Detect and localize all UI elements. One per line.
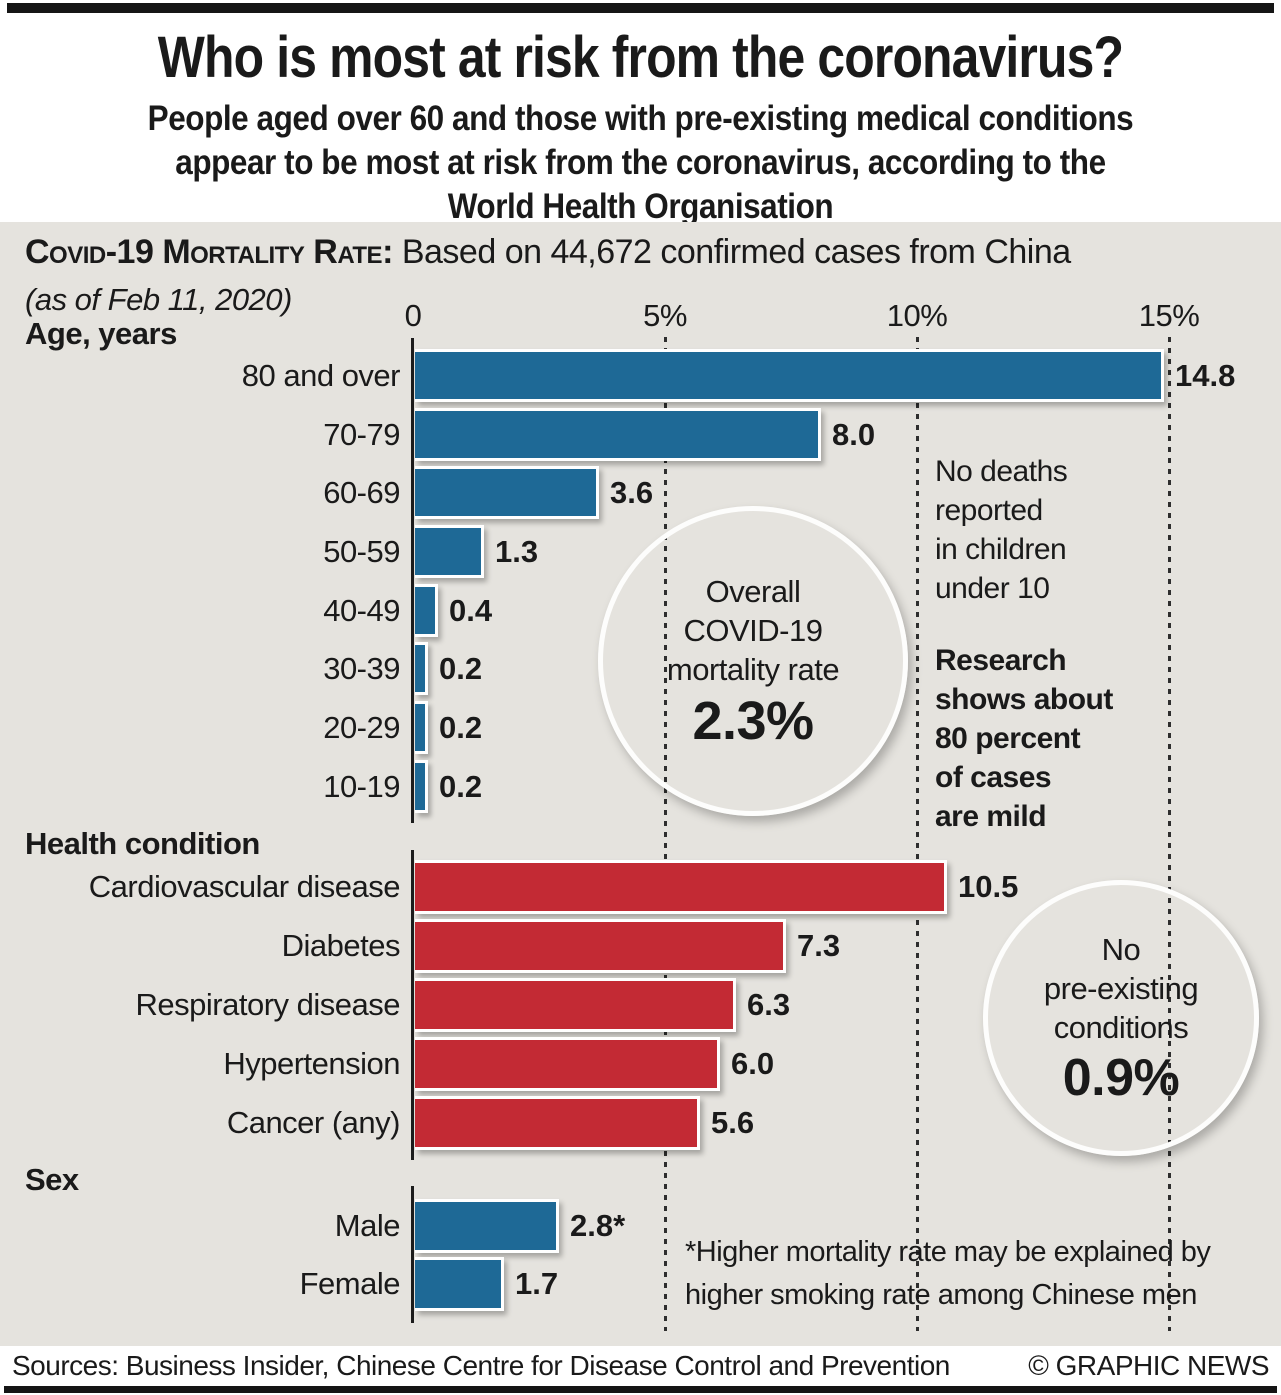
chart-heading-rest: Based on 44,672 confirmed cases from Chi…: [392, 233, 1071, 271]
axis-tick-label: 15%: [1138, 298, 1200, 333]
bar-70-79: [415, 408, 821, 461]
bar-20-29: [415, 701, 428, 754]
axis-tick-label: 10%: [886, 298, 948, 333]
bar-10-19: [415, 760, 428, 813]
category-label-cardiovascular-disease: Cardiovascular disease: [88, 869, 401, 904]
smoking-footnote-line: *Higher mortality rate may be explained …: [685, 1236, 1211, 1268]
as-of-date: (as of Feb 11, 2020): [25, 282, 292, 317]
category-label-female: Female: [299, 1266, 401, 1301]
category-label-10-19: 10-19: [323, 768, 400, 804]
bar-80-and-over: [415, 349, 1164, 402]
gridline-dashed: [1168, 337, 1171, 1331]
page-subtitle-line: World Health Organisation: [447, 187, 834, 226]
no-conditions-text-line: conditions: [1053, 1009, 1189, 1045]
mild-cases-note-line: 80 percent: [935, 722, 1081, 755]
smoking-footnote-line: higher smoking rate among Chinese men: [685, 1279, 1197, 1311]
bar-female: [415, 1257, 504, 1311]
group-head-age: Age, years: [25, 316, 177, 351]
value-label-50-59: 1.3: [495, 533, 539, 569]
category-label-80-and-over: 80 and over: [241, 357, 401, 393]
category-label-cancer-any: Cancer (any): [226, 1105, 401, 1140]
value-label-40-49: 0.4: [449, 592, 493, 628]
no-conditions-circle: No pre-existing conditions 0.9%: [983, 880, 1259, 1156]
category-label-hypertension: Hypertension: [223, 1046, 400, 1081]
category-label-male: Male: [334, 1208, 401, 1243]
bar-60-69: [415, 466, 599, 519]
no-conditions-text-line: No: [1101, 931, 1141, 967]
top-rule: [7, 3, 1274, 13]
axis-line: [411, 850, 414, 1160]
children-note-line: No deaths: [935, 455, 1068, 488]
page-subtitle-line: People aged over 60 and those with pre-e…: [147, 99, 1134, 138]
mild-cases-note-line: shows about: [935, 683, 1113, 716]
children-note-line: in children: [935, 533, 1067, 566]
mild-cases-note-line: Research: [935, 644, 1067, 677]
value-label-80-and-over: 14.8: [1175, 357, 1236, 393]
bar-40-49: [415, 584, 438, 637]
category-label-40-49: 40-49: [323, 592, 400, 628]
bar-cardiovascular-disease: [415, 860, 947, 914]
value-label-respiratory-disease: 6.3: [747, 987, 791, 1022]
overall-rate-text-line: Overall: [705, 573, 801, 609]
bar-male: [415, 1199, 559, 1253]
chart-heading-kicker: Covid-19 Mortality Rate:: [25, 233, 393, 271]
overall-rate-circle: Overall COVID-19 mortality rate 2.3%: [598, 506, 908, 816]
page-title: Who is most at risk from the coronavirus…: [157, 25, 1124, 90]
axis-tick-label: 0: [404, 298, 422, 333]
category-label-20-29: 20-29: [323, 709, 400, 745]
axis-line: [411, 1186, 414, 1323]
value-label-cancer-any: 5.6: [711, 1105, 755, 1140]
axis-line: [411, 338, 414, 823]
children-note-line: reported: [935, 494, 1043, 527]
value-label-hypertension: 6.0: [731, 1046, 775, 1081]
category-label-50-59: 50-59: [323, 533, 400, 569]
bar-30-39: [415, 642, 428, 695]
value-label-diabetes: 7.3: [797, 928, 841, 963]
children-note-line: under 10: [935, 572, 1050, 605]
bottom-rule: [4, 1386, 1277, 1393]
bar-respiratory-disease: [415, 978, 736, 1032]
axis-tick-label: 5%: [643, 298, 687, 333]
category-label-30-39: 30-39: [323, 650, 400, 686]
chart-heading: Covid-19 Mortality Rate: Based on 44,672…: [25, 233, 1071, 272]
category-label-70-79: 70-79: [323, 416, 400, 452]
group-head-health: Health condition: [25, 826, 260, 861]
value-label-60-69: 3.6: [610, 474, 654, 510]
mild-cases-note-line: are mild: [935, 800, 1047, 833]
children-note: No deaths reported in children under 10: [935, 452, 1068, 608]
gridline-dashed: [664, 337, 667, 1331]
mild-cases-note: Research shows about 80 percent of cases are…: [935, 641, 1113, 836]
group-head-sex: Sex: [25, 1162, 79, 1197]
bar-hypertension: [415, 1037, 720, 1091]
overall-rate-text-line: COVID-19: [683, 612, 823, 648]
bar-50-59: [415, 525, 484, 578]
category-label-60-69: 60-69: [323, 474, 400, 510]
value-label-10-19: 0.2: [439, 768, 483, 804]
sources-line: Sources: Business Insider, Chinese Centr…: [12, 1350, 950, 1381]
value-label-female: 1.7: [515, 1266, 559, 1301]
bar-cancer-any: [415, 1096, 700, 1150]
value-label-male: 2.8*: [570, 1208, 626, 1243]
value-label-cardiovascular-disease: 10.5: [958, 869, 1019, 904]
no-conditions-text-line: pre-existing: [1043, 970, 1199, 1006]
value-label-20-29: 0.2: [439, 709, 483, 745]
page-subtitle-line: appear to be most at risk from the coron…: [175, 143, 1106, 182]
mild-cases-note-line: of cases: [935, 761, 1052, 794]
value-label-70-79: 8.0: [832, 416, 876, 452]
overall-rate-value: 2.3%: [692, 690, 814, 751]
credit-line: © GRAPHIC NEWS: [1028, 1350, 1269, 1381]
category-label-respiratory-disease: Respiratory disease: [135, 987, 401, 1022]
no-conditions-value: 0.9%: [1062, 1048, 1180, 1107]
smoking-footnote: *Higher mortality rate may be explained …: [685, 1231, 1211, 1317]
bar-diabetes: [415, 919, 786, 973]
category-label-diabetes: Diabetes: [281, 928, 401, 963]
page-subtitle: People aged over 60 and those with pre-e…: [64, 97, 1217, 229]
value-label-30-39: 0.2: [439, 650, 483, 686]
overall-rate-text-line: mortality rate: [666, 651, 840, 687]
gridline-dashed: [916, 337, 919, 1331]
